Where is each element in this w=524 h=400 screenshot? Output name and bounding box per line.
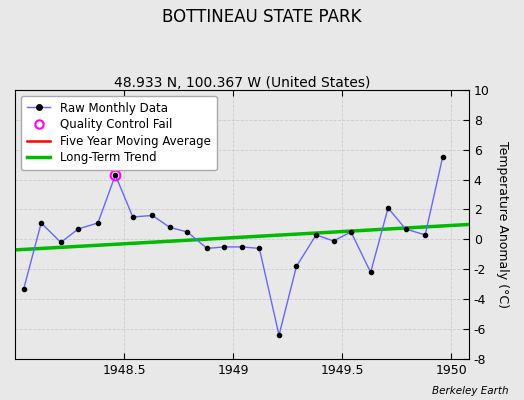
Text: BOTTINEAU STATE PARK: BOTTINEAU STATE PARK [162,8,362,26]
Legend: Raw Monthly Data, Quality Control Fail, Five Year Moving Average, Long-Term Tren: Raw Monthly Data, Quality Control Fail, … [21,96,216,170]
Text: Berkeley Earth: Berkeley Earth [432,386,508,396]
Y-axis label: Temperature Anomaly (°C): Temperature Anomaly (°C) [496,141,509,308]
Title: 48.933 N, 100.367 W (United States): 48.933 N, 100.367 W (United States) [114,76,370,90]
